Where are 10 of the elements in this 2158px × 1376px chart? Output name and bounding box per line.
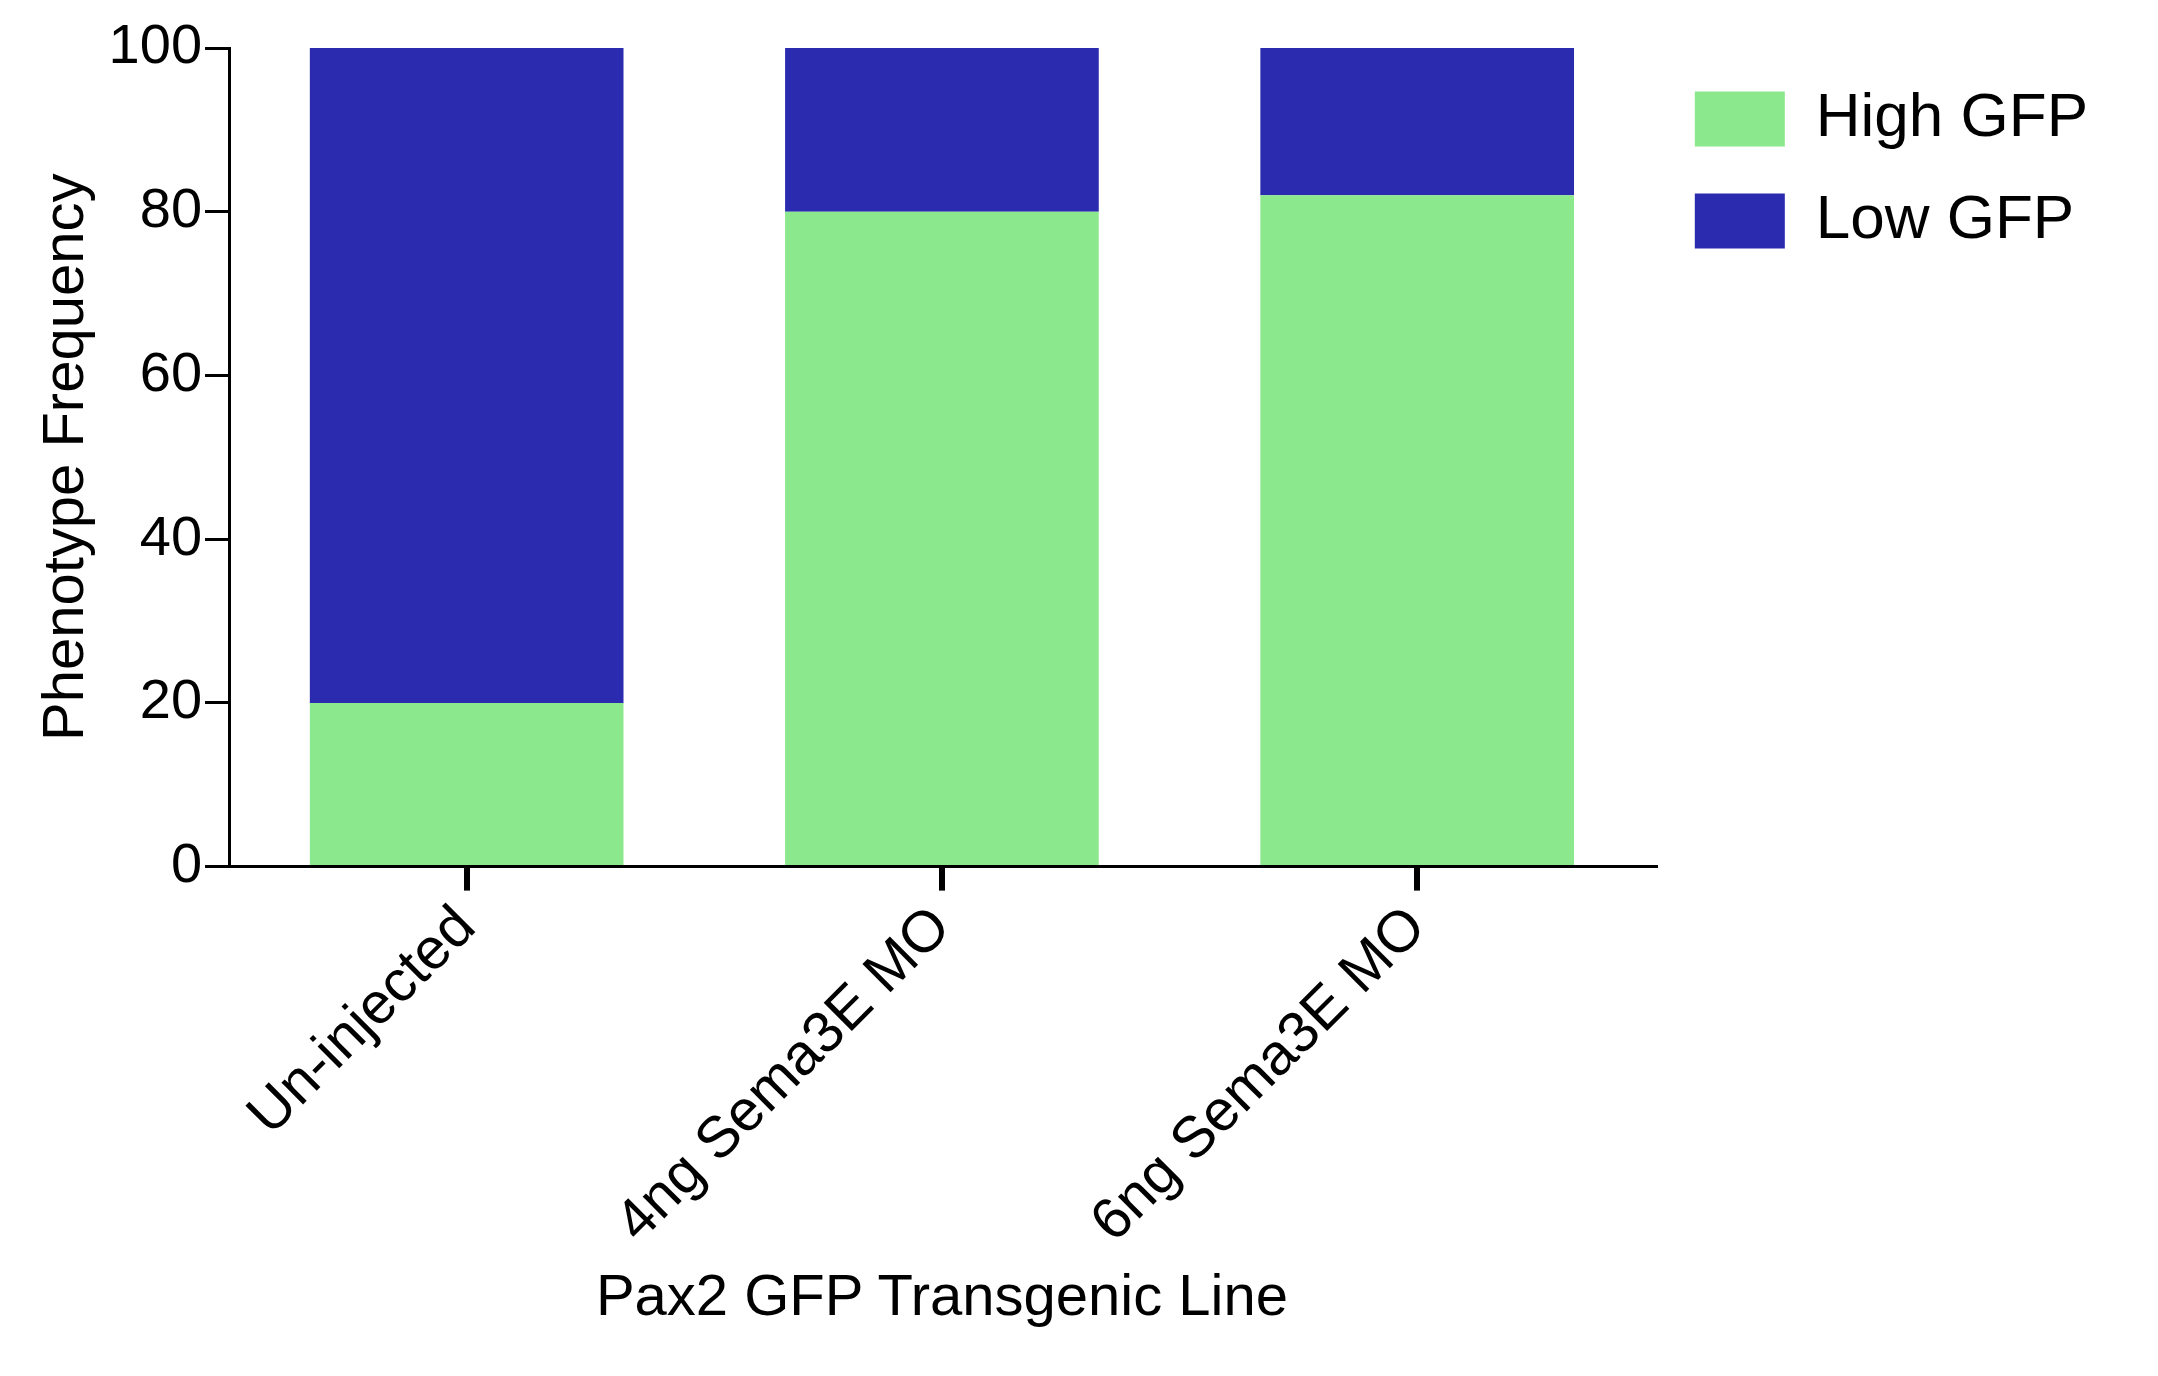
legend-label: Low GFP (1815, 182, 2075, 252)
y-tick-label: 100 (108, 12, 203, 76)
y-tick-label: 0 (170, 831, 203, 895)
y-tick-label: 80 (139, 176, 203, 240)
y-tick-label: 40 (139, 503, 203, 567)
legend-label: High GFP (1815, 80, 2089, 150)
y-tick-label: 60 (139, 339, 203, 403)
y-axis-title: Phenotype Frequency (29, 173, 95, 742)
y-tick-label: 20 (139, 667, 203, 731)
x-axis-title: Pax2 GFP Transgenic Line (595, 1262, 1288, 1328)
